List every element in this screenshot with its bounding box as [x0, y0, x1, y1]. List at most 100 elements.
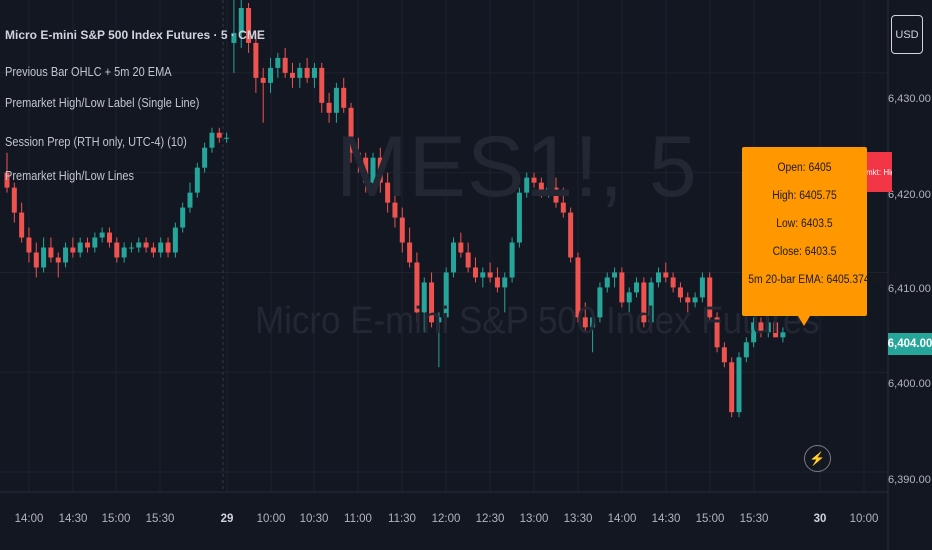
time-label: 13:00 [519, 513, 549, 525]
candle-up [231, 32, 237, 43]
candle-down [641, 282, 647, 323]
time-label-day: 30 [813, 513, 827, 525]
indicator-session-prep[interactable]: Session Prep (RTH only, UTC-4) (10) [5, 135, 187, 149]
candle-down [729, 362, 735, 413]
candle-up [509, 242, 515, 278]
candle-down [253, 42, 259, 78]
candle-up [99, 232, 105, 238]
candle-up [692, 297, 698, 303]
candle-up [451, 242, 457, 273]
candle-down [582, 317, 588, 328]
candle-down [414, 262, 420, 313]
candle-down [165, 242, 171, 253]
candle-up [736, 357, 742, 413]
time-label: 14:30 [58, 513, 88, 525]
candle-up [604, 277, 610, 288]
candle-down [385, 182, 391, 203]
candle-down [326, 102, 332, 113]
candle-up [699, 277, 705, 298]
candle-down [494, 277, 500, 288]
candle-up [443, 272, 449, 318]
candle-up [655, 272, 661, 283]
candle-up [751, 322, 757, 343]
candle-up [311, 67, 317, 78]
candle-down [407, 242, 413, 263]
time-label: 12:00 [431, 513, 461, 525]
candle-up [590, 317, 596, 328]
candle-down [472, 267, 478, 278]
price-label: 6,420.00 [888, 189, 931, 201]
symbol-title[interactable]: Micro E-mini S&P 500 Index Futures · 5 ·… [5, 28, 265, 42]
candle-down [721, 347, 727, 363]
time-label: 15:00 [101, 513, 131, 525]
candle-down [399, 217, 405, 243]
candle-up [180, 207, 186, 228]
candle-up [172, 227, 178, 253]
time-label: 10:00 [849, 513, 879, 525]
candle-down [377, 157, 383, 183]
candle-up [77, 242, 83, 253]
candle-up [436, 317, 442, 323]
candle-up [765, 322, 771, 333]
candle-down [4, 172, 10, 188]
candle-down [531, 177, 537, 183]
candle-down [363, 157, 369, 183]
candle-down [707, 277, 713, 318]
time-label: 12:30 [475, 513, 505, 525]
time-label: 11:30 [388, 513, 416, 525]
candle-up [92, 237, 98, 248]
candle-down [114, 242, 120, 258]
time-label: 15:30 [145, 513, 175, 525]
candle-down [568, 212, 574, 258]
candle-up [370, 157, 376, 183]
candle-down [663, 272, 669, 278]
candle-down [48, 247, 54, 258]
candle-down [392, 202, 398, 218]
candle-down [670, 277, 676, 288]
lightning-icon[interactable]: ⚡ [804, 445, 831, 472]
candle-up [743, 342, 749, 358]
watermark-name: Micro E-mini S&P 500 Index Futures [255, 300, 820, 342]
indicator-prev-bar-ohlc[interactable]: Previous Bar OHLC + 5m 20 EMA [5, 65, 172, 79]
candle-down [55, 257, 61, 263]
candle-down [355, 152, 361, 158]
candle-down [19, 212, 25, 238]
candle-down [429, 282, 435, 323]
indicator-premarket-label[interactable]: Premarket High/Low Label (Single Line) [5, 96, 200, 110]
candle-up [275, 57, 281, 68]
tooltip-ema: 5m 20-bar EMA: 6405.374592112 [748, 274, 904, 286]
candle-down [70, 247, 76, 253]
candle-down [260, 77, 266, 83]
candle-down [458, 242, 464, 253]
time-label: 14:00 [14, 513, 44, 525]
candle-down [246, 8, 252, 43]
candle-up [238, 8, 244, 33]
candle-up [524, 177, 530, 193]
currency-button[interactable]: USD [891, 15, 923, 54]
candle-down [487, 272, 493, 278]
candle-down [758, 322, 764, 333]
candle-down [304, 67, 310, 78]
last-price-badge: 6,404.00 [888, 333, 932, 355]
indicator-premarket-lines[interactable]: Premarket High/Low Lines [5, 169, 135, 183]
candle-up [612, 272, 618, 278]
candle-down [85, 242, 91, 248]
candle-down [773, 322, 779, 338]
candle-down [216, 132, 222, 138]
candle-down [619, 272, 625, 303]
candle-up [158, 242, 164, 253]
candle-down [677, 287, 683, 298]
candle-down [575, 257, 581, 318]
candle-up [224, 137, 230, 139]
candle-up [626, 292, 632, 303]
candle-up [780, 332, 786, 338]
tooltip-close: Close: 6403.5 [772, 246, 837, 258]
premarket-high-badge: mkt: High [866, 152, 892, 192]
candle-down [282, 57, 288, 73]
tooltip-low: Low: 6403.5 [776, 218, 833, 230]
price-label: 6,390.00 [888, 474, 931, 486]
candle-up [634, 282, 640, 293]
tooltip-high: High: 6405.75 [772, 190, 837, 202]
candle-up [297, 67, 303, 78]
